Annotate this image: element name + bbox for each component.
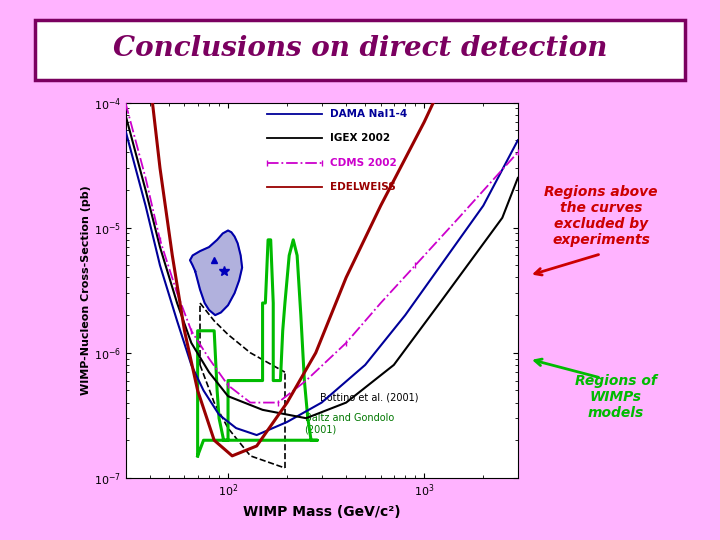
Text: Baltz and Gondolo
(2001): Baltz and Gondolo (2001)	[305, 413, 394, 434]
Text: Regions of
WIMPs
models: Regions of WIMPs models	[575, 374, 657, 420]
Text: Bottino et al. (2001): Bottino et al. (2001)	[320, 392, 419, 402]
Text: EDELWEISS: EDELWEISS	[330, 182, 396, 192]
Text: IGEX 2002: IGEX 2002	[330, 133, 390, 143]
Text: Regions above
the curves
excluded by
experiments: Regions above the curves excluded by exp…	[544, 185, 658, 247]
Polygon shape	[190, 231, 242, 315]
Text: CDMS 2002: CDMS 2002	[330, 158, 397, 167]
X-axis label: WIMP Mass (GeV/c²): WIMP Mass (GeV/c²)	[243, 505, 401, 519]
Y-axis label: WIMP-Nucleon Cross-Section (pb): WIMP-Nucleon Cross-Section (pb)	[81, 185, 91, 395]
Text: DAMA NaI1-4: DAMA NaI1-4	[330, 109, 408, 119]
Text: Conclusions on direct detection: Conclusions on direct detection	[113, 35, 607, 62]
FancyBboxPatch shape	[35, 19, 685, 80]
